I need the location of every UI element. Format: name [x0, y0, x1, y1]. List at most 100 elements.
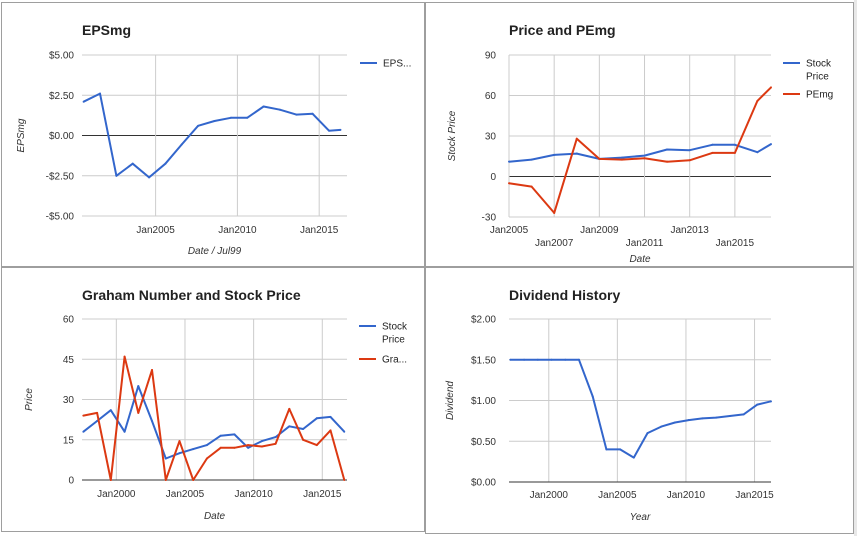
dividend-data-point: [770, 400, 772, 403]
eps-chart: EPSmg -$5.00 -$2.50 $0.00 $2.50 $5.00 Jan2005 J…: [16, 22, 411, 257]
graham-data-point: [178, 452, 181, 455]
dividend-data-point: [701, 417, 704, 420]
eps-data-point: [82, 100, 85, 103]
graham-data-point: [329, 415, 332, 418]
price-pe-x-axis-label: Date: [629, 254, 651, 265]
price-pe-y-tick-label: 0: [490, 172, 496, 183]
dividend-data-point: [564, 358, 567, 361]
graham-data-point: [137, 411, 140, 414]
dividend-data-point: [619, 448, 622, 451]
eps-data-point: [229, 116, 232, 119]
graham-y-tick-label: 30: [63, 395, 75, 406]
graham-data-point: [164, 457, 167, 460]
dividend-x-tick-label: Jan2010: [667, 490, 706, 501]
graham-y-tick-label: 60: [63, 315, 75, 326]
eps-data-point: [278, 108, 281, 111]
price-pe-data-point: [530, 158, 533, 161]
graham-chart-title: Graham Number and Stock Price: [82, 287, 301, 303]
price-pe-data-point: [598, 157, 601, 160]
graham-y-tick-label: 45: [63, 355, 75, 366]
dividend-series-line-0: [510, 358, 772, 459]
dividend-data-point: [715, 416, 718, 419]
graham-y-tick-label: 0: [68, 476, 74, 487]
eps-x-axis-label: Date / Jul99: [188, 246, 242, 257]
graham-series-line-0: [82, 385, 346, 460]
price-pe-data-point: [688, 159, 691, 162]
graham-data-point: [82, 430, 85, 433]
eps-data-point: [148, 176, 151, 179]
price-pe-data-point: [770, 86, 772, 89]
graham-data-point: [343, 479, 346, 481]
graham-data-point: [178, 440, 181, 443]
graham-data-point: [219, 446, 222, 449]
price-pe-data-point: [733, 143, 736, 146]
price-pe-data-point: [666, 148, 669, 151]
dividend-data-point: [550, 358, 553, 361]
graham-x-tick-label: Jan2010: [234, 489, 273, 500]
graham-data-point: [151, 368, 154, 371]
price-pe-data-point: [756, 151, 759, 154]
graham-x-axis-label: Date: [204, 511, 226, 522]
graham-data-point: [192, 448, 195, 451]
graham-data-point: [109, 479, 112, 481]
graham-data-point: [247, 446, 250, 449]
price-pe-x-tick-label: Jan2005: [490, 225, 529, 236]
graham-data-point: [123, 430, 126, 433]
dividend-y-axis-label: Dividend: [445, 381, 456, 420]
graham-legend-label: Gra...: [382, 355, 407, 366]
eps-y-tick-label: -$2.50: [46, 171, 75, 182]
graham-data-point: [302, 438, 305, 441]
price-pe-x-tick-label: Jan2009: [580, 225, 619, 236]
eps-data-point: [295, 113, 298, 116]
eps-x-tick-label: Jan2005: [136, 225, 175, 236]
eps-y-tick-label: $5.00: [49, 51, 74, 62]
price-pe-data-point: [530, 185, 533, 188]
price-pe-data-point: [643, 154, 646, 157]
price-pe-data-point: [711, 143, 714, 146]
price-pe-legend-label: Stock Price: [806, 59, 832, 83]
graham-chart: Graham Number and Stock Price 0 15 30 45 60 Ja…: [24, 287, 408, 522]
eps-y-axis-label: EPSmg: [16, 118, 27, 152]
price-pe-y-tick-label: 90: [485, 51, 497, 62]
price-pe-y-tick-label: 30: [485, 132, 497, 143]
price-pe-data-point: [666, 160, 669, 163]
graham-legend-label: Stock Price: [382, 322, 408, 346]
dividend-data-point: [605, 448, 608, 451]
graham-data-point: [151, 419, 154, 422]
graham-data-point: [123, 355, 126, 358]
dividend-x-axis-label: Year: [630, 512, 651, 523]
dividend-chart-panel: Dividend History $0.00 $0.50 $1.00 $1.50 $2.0…: [425, 267, 854, 534]
price-pe-data-point: [770, 143, 772, 146]
price-pe-series-line-1: [508, 86, 772, 214]
eps-y-tick-label: $0.00: [49, 131, 74, 142]
eps-data-point: [339, 128, 342, 131]
graham-chart-panel: Graham Number and Stock Price 0 15 30 45 60 Ja…: [1, 267, 425, 532]
graham-data-point: [205, 457, 208, 460]
eps-chart-panel: EPSmg -$5.00 -$2.50 $0.00 $2.50 $5.00 Jan2005 J…: [1, 2, 425, 267]
eps-legend-label: EPS...: [383, 59, 411, 70]
price-pe-data-point: [688, 149, 691, 152]
dividend-data-point: [632, 456, 635, 459]
eps-data-point: [213, 120, 216, 123]
price-pe-data-point: [756, 99, 759, 102]
graham-data-point: [247, 444, 250, 447]
eps-y-tick-label: $2.50: [49, 91, 74, 102]
right-edge-strip: [854, 0, 857, 536]
price-pe-legend-label: PEmg: [806, 90, 833, 101]
eps-data-point: [262, 105, 265, 108]
graham-data-point: [274, 442, 277, 445]
graham-data-point: [205, 444, 208, 447]
price-pe-data-point: [575, 137, 578, 140]
price-pe-data-point: [508, 160, 510, 163]
eps-x-tick-label: Jan2010: [218, 225, 257, 236]
graham-data-point: [164, 479, 167, 481]
price-pe-chart-panel: Price and PEmg -30 0 30 60 90 Jan2005 Jan2007 Ja…: [425, 2, 854, 267]
dividend-x-tick-label: Jan2005: [598, 490, 637, 501]
eps-data-point: [311, 112, 314, 115]
price-pe-x-tick-label: Jan2007: [535, 238, 574, 249]
graham-y-tick-label: 15: [63, 435, 75, 446]
dividend-x-tick-label: Jan2000: [530, 490, 569, 501]
dividend-data-point: [591, 395, 594, 398]
eps-data-point: [115, 174, 118, 177]
graham-y-axis-label: Price: [24, 388, 35, 411]
